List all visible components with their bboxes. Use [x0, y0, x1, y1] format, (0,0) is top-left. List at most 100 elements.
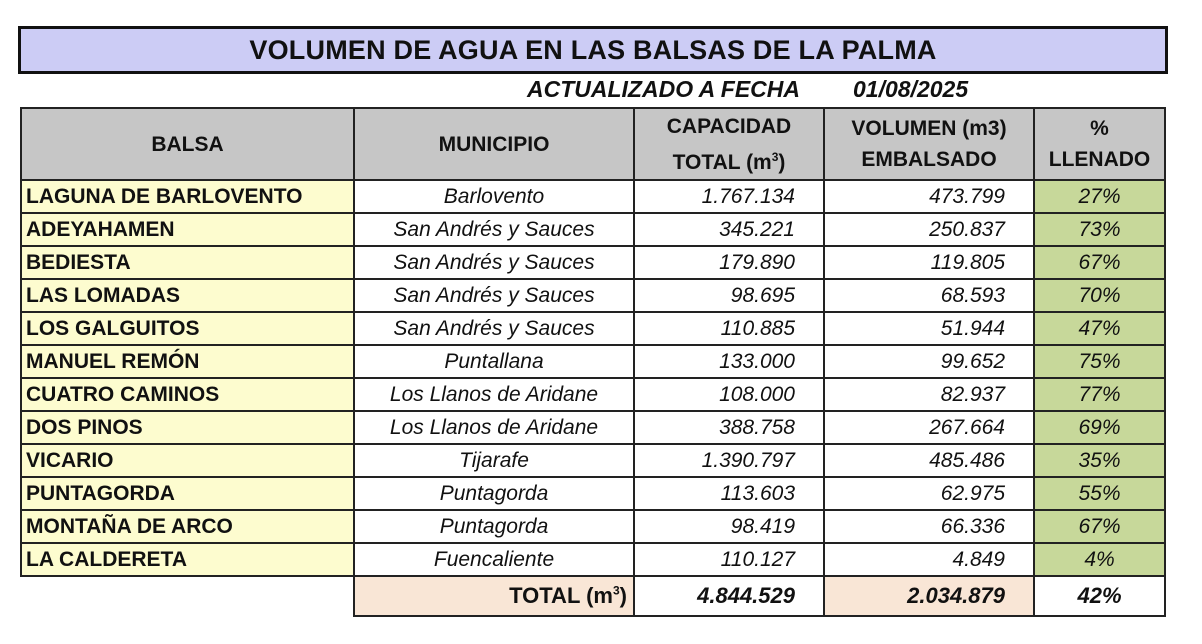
cell-llenado: 27%: [1033, 179, 1166, 214]
table-row: VICARIO Tijarafe 1.390.797 485.486 35%: [20, 443, 1166, 478]
cell-balsa: CUATRO CAMINOS: [20, 377, 355, 412]
header-llenado: % LLENADO: [1033, 107, 1166, 181]
cell-volumen: 119.805: [823, 245, 1035, 280]
total-volumen: 2.034.879: [823, 575, 1035, 617]
cell-capacidad: 98.419: [633, 509, 825, 544]
cell-volumen: 267.664: [823, 410, 1035, 445]
header-volumen: VOLUMEN (m3) EMBALSADO: [823, 107, 1035, 181]
cell-volumen: 62.975: [823, 476, 1035, 511]
update-label: ACTUALIZADO A FECHA: [527, 76, 800, 102]
reservoir-table: BALSA MUNICIPIO CAPACIDAD TOTAL (m3) VOL…: [20, 107, 1166, 617]
cell-llenado: 77%: [1033, 377, 1166, 412]
table-row: ADEYAHAMEN San Andrés y Sauces 345.221 2…: [20, 212, 1166, 247]
cell-llenado: 67%: [1033, 509, 1166, 544]
cell-volumen: 51.944: [823, 311, 1035, 346]
cell-municipio: San Andrés y Sauces: [353, 245, 635, 280]
cell-volumen: 68.593: [823, 278, 1035, 313]
cell-capacidad: 110.127: [633, 542, 825, 577]
cell-capacidad: 108.000: [633, 377, 825, 412]
header-volumen-line1: VOLUMEN (m3): [851, 117, 1007, 140]
cell-llenado: 73%: [1033, 212, 1166, 247]
total-label-close: ): [619, 583, 627, 608]
cell-llenado: 67%: [1033, 245, 1166, 280]
cell-municipio: Puntallana: [353, 344, 635, 379]
cell-volumen: 250.837: [823, 212, 1035, 247]
update-date-row: ACTUALIZADO A FECHA 01/08/2025: [0, 76, 1202, 104]
cell-municipio: Barlovento: [353, 179, 635, 214]
table-row: LAGUNA DE BARLOVENTO Barlovento 1.767.13…: [20, 179, 1166, 214]
cell-balsa: MONTAÑA DE ARCO: [20, 509, 355, 544]
cell-volumen: 473.799: [823, 179, 1035, 214]
total-label-sup: 3: [612, 583, 620, 598]
cell-llenado: 75%: [1033, 344, 1166, 379]
cell-llenado: 35%: [1033, 443, 1166, 478]
cell-capacidad: 179.890: [633, 245, 825, 280]
table-row: BEDIESTA San Andrés y Sauces 179.890 119…: [20, 245, 1166, 280]
cell-balsa: VICARIO: [20, 443, 355, 478]
cell-municipio: San Andrés y Sauces: [353, 212, 635, 247]
header-llenado-line1: %: [1090, 117, 1109, 140]
cell-capacidad: 113.603: [633, 476, 825, 511]
table-row: LOS GALGUITOS San Andrés y Sauces 110.88…: [20, 311, 1166, 346]
cell-balsa: BEDIESTA: [20, 245, 355, 280]
table-row: MANUEL REMÓN Puntallana 133.000 99.652 7…: [20, 344, 1166, 379]
total-label-text: TOTAL (m: [509, 583, 613, 608]
cell-capacidad: 133.000: [633, 344, 825, 379]
cell-volumen: 82.937: [823, 377, 1035, 412]
header-capacidad: CAPACIDAD TOTAL (m3): [633, 107, 825, 181]
table-row: DOS PINOS Los Llanos de Aridane 388.758 …: [20, 410, 1166, 445]
cell-llenado: 4%: [1033, 542, 1166, 577]
cell-llenado: 47%: [1033, 311, 1166, 346]
total-llenado: 42%: [1033, 575, 1166, 617]
table-row: LAS LOMADAS San Andrés y Sauces 98.695 6…: [20, 278, 1166, 313]
cell-municipio: Los Llanos de Aridane: [353, 410, 635, 445]
total-label: TOTAL (m3): [353, 575, 635, 617]
cell-capacidad: 345.221: [633, 212, 825, 247]
cell-balsa: LOS GALGUITOS: [20, 311, 355, 346]
cell-llenado: 69%: [1033, 410, 1166, 445]
cell-municipio: San Andrés y Sauces: [353, 278, 635, 313]
total-blank-cell: [21, 576, 354, 616]
header-capacidad-line2: TOTAL (m: [672, 150, 772, 174]
cell-capacidad: 98.695: [633, 278, 825, 313]
header-balsa: BALSA: [20, 107, 355, 181]
cell-balsa: DOS PINOS: [20, 410, 355, 445]
title-text: VOLUMEN DE AGUA EN LAS BALSAS DE LA PALM…: [249, 34, 937, 65]
cell-municipio: Tijarafe: [353, 443, 635, 478]
cell-balsa: ADEYAHAMEN: [20, 212, 355, 247]
cell-municipio: Los Llanos de Aridane: [353, 377, 635, 412]
cell-volumen: 99.652: [823, 344, 1035, 379]
cell-capacidad: 1.767.134: [633, 179, 825, 214]
header-municipio: MUNICIPIO: [353, 107, 635, 181]
cell-capacidad: 1.390.797: [633, 443, 825, 478]
header-capacidad-close: ): [778, 150, 786, 174]
table-row: CUATRO CAMINOS Los Llanos de Aridane 108…: [20, 377, 1166, 412]
cell-municipio: Puntagorda: [353, 476, 635, 511]
header-capacidad-line1: CAPACIDAD: [666, 114, 792, 138]
table-header-row: BALSA MUNICIPIO CAPACIDAD TOTAL (m3) VOL…: [20, 107, 1166, 181]
cell-balsa: LA CALDERETA: [20, 542, 355, 577]
total-row: TOTAL (m3) 4.844.529 2.034.879 42%: [21, 575, 1166, 617]
cell-volumen: 66.336: [823, 509, 1035, 544]
table-row: MONTAÑA DE ARCO Puntagorda 98.419 66.336…: [20, 509, 1166, 544]
table-row: PUNTAGORDA Puntagorda 113.603 62.975 55%: [20, 476, 1166, 511]
cell-balsa: LAGUNA DE BARLOVENTO: [20, 179, 355, 214]
total-capacidad: 4.844.529: [633, 575, 825, 617]
cell-capacidad: 110.885: [633, 311, 825, 346]
cell-volumen: 485.486: [823, 443, 1035, 478]
header-llenado-line2: LLENADO: [1048, 148, 1151, 171]
table-row: LA CALDERETA Fuencaliente 110.127 4.849 …: [20, 542, 1166, 577]
cell-llenado: 55%: [1033, 476, 1166, 511]
header-volumen-line2: EMBALSADO: [861, 148, 997, 171]
cell-balsa: PUNTAGORDA: [20, 476, 355, 511]
header-capacidad-sup: 3: [771, 149, 779, 164]
update-date: 01/08/2025: [853, 76, 969, 102]
cell-capacidad: 388.758: [633, 410, 825, 445]
cell-balsa: LAS LOMADAS: [20, 278, 355, 313]
cell-balsa: MANUEL REMÓN: [20, 344, 355, 379]
cell-volumen: 4.849: [823, 542, 1035, 577]
cell-llenado: 70%: [1033, 278, 1166, 313]
cell-municipio: Puntagorda: [353, 509, 635, 544]
page-title: VOLUMEN DE AGUA EN LAS BALSAS DE LA PALM…: [18, 26, 1168, 74]
cell-municipio: Fuencaliente: [353, 542, 635, 577]
